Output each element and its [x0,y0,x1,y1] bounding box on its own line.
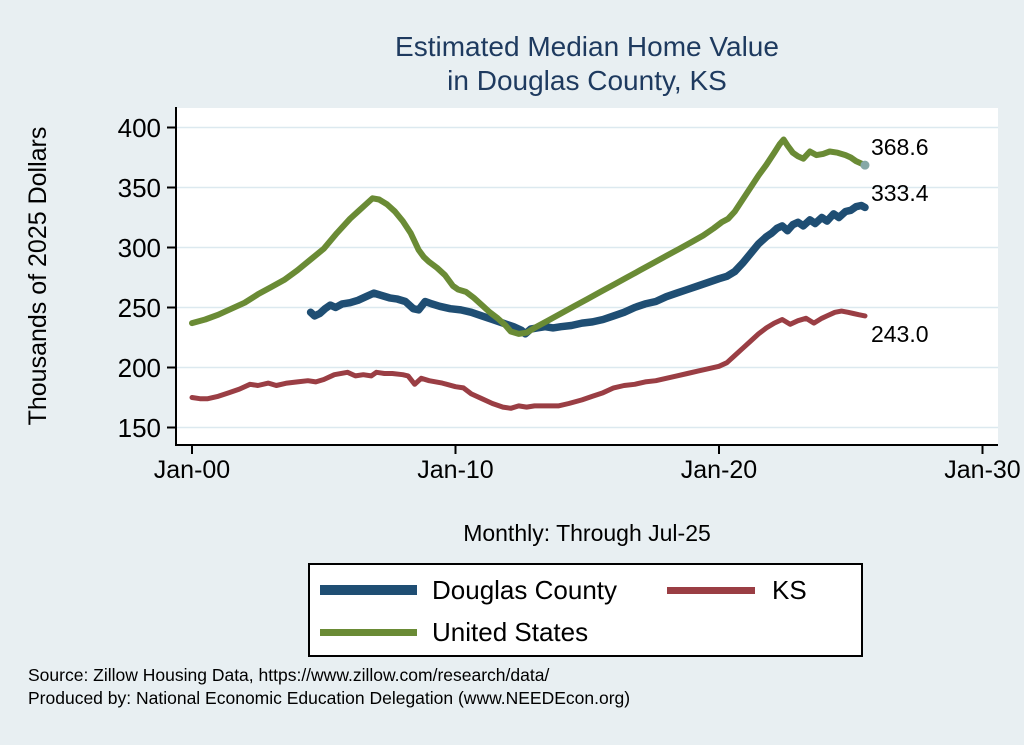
chart-title: Estimated Median Home Value in Douglas C… [176,30,998,98]
y-tick-label: 400 [117,112,161,143]
source-line: Source: Zillow Housing Data, https://www… [28,665,550,685]
chart-title-line2: in Douglas County, KS [447,65,727,96]
series-end-label: 368.6 [870,134,929,161]
series-end-label: 333.4 [870,180,929,207]
legend-swatch [320,628,417,636]
legend-label: United States [432,617,589,647]
series-line-ks [189,308,868,411]
x-tick-label: Jan-10 [417,456,494,484]
series-line-united-states [189,136,868,337]
legend: Douglas County KS United States [308,563,863,657]
source-note: Source: Zillow Housing Data, https://www… [28,664,630,710]
y-tick-label: 250 [117,292,161,323]
y-tick-label: 300 [117,232,161,263]
y-tick-label: 200 [117,352,161,383]
legend-swatch [667,586,755,594]
legend-label: KS [772,575,807,605]
series-end-label: 243.0 [870,320,929,347]
legend-swatch [320,585,417,595]
x-axis-title: Monthly: Through Jul-25 [463,520,711,546]
produced-by-line: Produced by: National Economic Education… [28,688,631,708]
y-tick-label: 150 [117,412,161,443]
series-line-douglas-county [306,201,869,338]
chart-title-line1: Estimated Median Home Value [395,31,779,62]
x-tick-label: Jan-20 [680,456,758,484]
legend-label: Douglas County [432,575,617,605]
x-tick-label: Jan-00 [153,456,231,484]
x-tick-label: Jan-30 [944,456,1021,484]
y-tick-label: 350 [117,172,161,203]
series-end-marker [860,160,870,170]
